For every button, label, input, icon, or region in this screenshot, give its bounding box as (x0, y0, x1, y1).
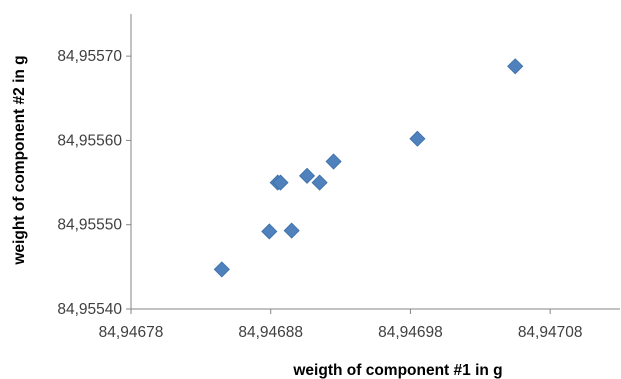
y-tick-label: 84,95560 (57, 132, 122, 149)
data-point (409, 130, 426, 147)
data-point (283, 222, 300, 239)
error-bars (217, 62, 520, 274)
data-point (261, 223, 278, 240)
data-point (311, 174, 328, 191)
data-point (298, 167, 316, 184)
y-tick-label: 84,95540 (57, 301, 122, 318)
x-tick-label: 84,94698 (378, 324, 443, 341)
x-tick-label: 84,94688 (238, 324, 303, 341)
data-points (213, 58, 524, 278)
x-tick-label: 84,94678 (99, 324, 164, 341)
data-point (213, 261, 230, 278)
tick-labels: 84,95540 84,95550 84,95560 84,95570 84,94678… (57, 48, 582, 341)
x-axis-title: weigth of component #1 in g (292, 362, 502, 379)
data-point (507, 58, 524, 75)
y-axis-title: weight of component #2 in g (11, 55, 28, 265)
axes (126, 14, 620, 314)
data-point (272, 174, 289, 191)
x-tick-label: 84,94708 (518, 324, 583, 341)
y-tick-label: 84,95570 (57, 48, 122, 65)
y-tick-label: 84,95550 (57, 217, 122, 234)
data-point (325, 153, 342, 170)
